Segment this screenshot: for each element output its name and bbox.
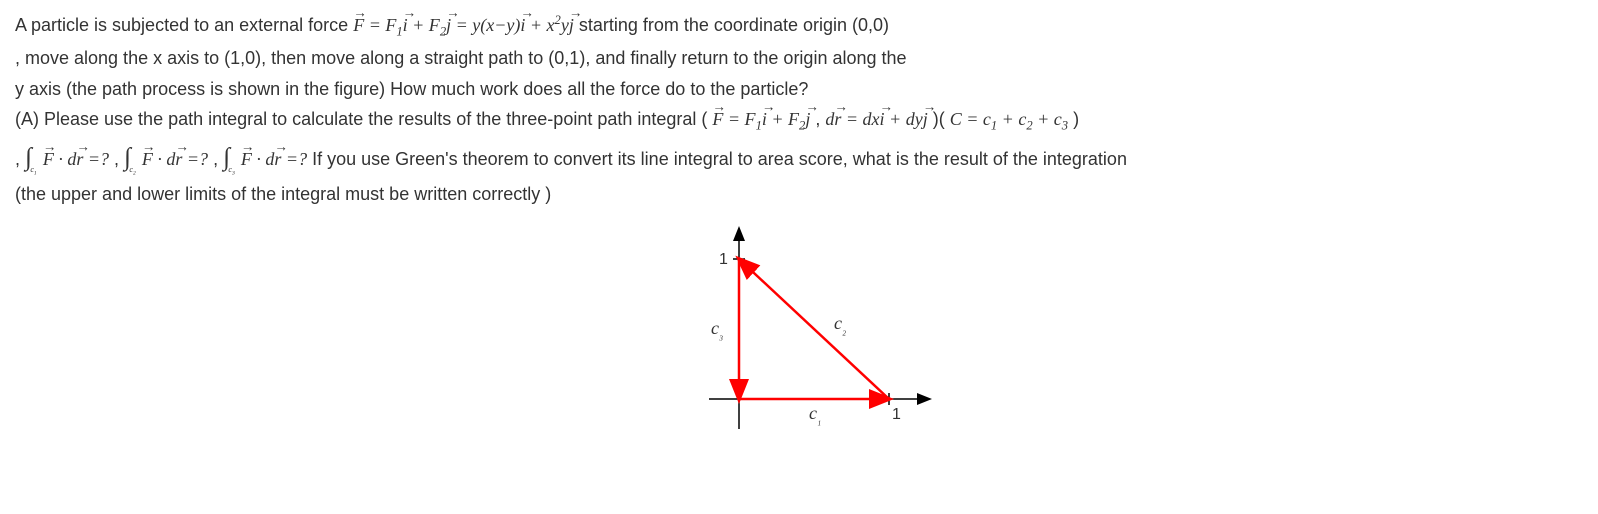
svg-text:c₁: c₁ <box>809 403 821 426</box>
svg-text:1: 1 <box>719 251 728 268</box>
lead-comma: , <box>15 149 25 169</box>
integral-c3: ∫c3 F · dr =? <box>223 149 307 169</box>
sep1: , <box>114 149 124 169</box>
sep2: , <box>213 149 223 169</box>
svg-text:c₂: c₂ <box>834 313 846 336</box>
integral-c2: ∫c2 F · dr =? <box>124 149 208 169</box>
path-diagram: 1 1 c₁ c₂ c₃ <box>659 219 939 439</box>
f-short: F = F1i + F2j <box>712 109 810 129</box>
text-1b: starting from the coordinate origin (0,0… <box>579 15 889 35</box>
diagram-container: 1 1 c₁ c₂ c₃ <box>15 219 1583 439</box>
problem-integrals-line: , ∫c1 F · dr =? , ∫c2 F · dr =? , ∫c3 F … <box>15 138 1583 178</box>
problem-line-2: , move along the x axis to (1,0), then m… <box>15 44 1583 73</box>
text-Aa: (A) Please use the path integral to calc… <box>15 109 712 129</box>
dr-def: dr = dxi + dyj <box>825 109 927 129</box>
problem-line-A: (A) Please use the path integral to calc… <box>15 105 1583 136</box>
text-1a: A particle is subjected to an external f… <box>15 15 353 35</box>
green-text: If you use Green's theorem to convert it… <box>312 149 1127 169</box>
svg-text:c₃: c₃ <box>711 318 723 341</box>
force-equation: F = F1i + F2j = y(x−y)i + x2yj <box>353 15 574 35</box>
svg-text:1: 1 <box>892 406 901 423</box>
close-paren: ) <box>1073 109 1079 129</box>
c-def: C = c1 + c2 + c3 <box>950 109 1068 129</box>
problem-line-3: y axis (the path process is shown in the… <box>15 75 1583 104</box>
integral-c1: ∫c1 F · dr =? <box>25 149 109 169</box>
problem-line-last: (the upper and lower limits of the integ… <box>15 180 1583 209</box>
problem-line-1: A particle is subjected to an external f… <box>15 10 1583 42</box>
